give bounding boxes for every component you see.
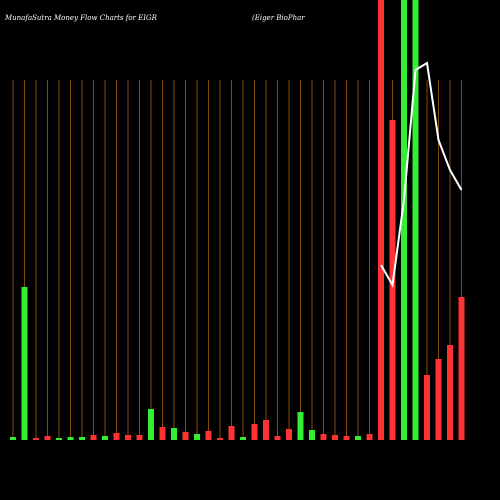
bar <box>21 287 28 440</box>
money-flow-line <box>380 61 463 289</box>
bar <box>125 435 131 440</box>
bar <box>332 435 338 440</box>
bar <box>447 345 453 440</box>
bar <box>217 438 223 440</box>
bar <box>44 436 51 440</box>
bar <box>297 412 304 440</box>
bar <box>182 432 189 440</box>
bar <box>309 430 315 440</box>
bar <box>320 434 327 440</box>
bar <box>148 409 154 440</box>
bar <box>240 437 246 440</box>
bar <box>378 0 384 440</box>
bar <box>286 429 292 440</box>
bar <box>435 359 442 440</box>
bar <box>412 0 419 440</box>
bar <box>113 433 120 440</box>
bar <box>33 438 39 440</box>
bar <box>136 435 143 440</box>
bar <box>228 426 235 440</box>
chart-title: MunafaSutra Money Flow Charts for EIGR <box>4 14 158 22</box>
bar <box>366 434 373 440</box>
bar <box>102 436 108 440</box>
bar <box>355 436 361 440</box>
bar <box>194 434 200 440</box>
bar <box>274 436 281 440</box>
bar <box>67 437 74 440</box>
bar <box>263 420 269 440</box>
bar <box>171 428 177 440</box>
chart-subtitle: (Eiger BioPhar <box>252 14 305 22</box>
bar <box>90 435 97 440</box>
bar <box>205 431 212 440</box>
bar <box>79 437 85 440</box>
bar <box>343 436 350 440</box>
bar <box>56 438 62 440</box>
bar <box>401 0 407 440</box>
bar <box>159 427 166 440</box>
bar <box>251 424 258 440</box>
bar <box>10 437 16 440</box>
bar <box>424 375 430 440</box>
bar <box>458 297 465 440</box>
